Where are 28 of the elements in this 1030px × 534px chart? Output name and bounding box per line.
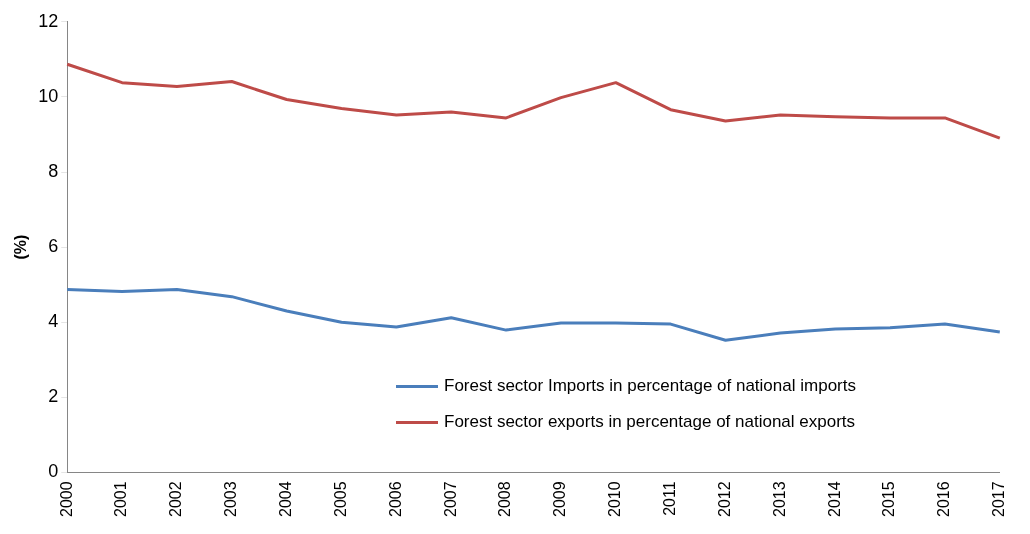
y-tick-label: 8 [48,160,59,181]
y-tick-label: 10 [38,85,59,106]
y-tick-label: 6 [48,236,59,257]
y-axis-title: (%) [12,234,30,260]
x-tick-label: 2004 [277,481,295,517]
x-tick-label: 2009 [551,481,569,517]
x-tick-label: 2001 [112,481,130,517]
x-tick-label: 2000 [57,481,75,517]
x-tick-label: 2005 [331,481,349,517]
y-tick-label: 12 [38,10,59,31]
x-tick-label: 2010 [606,481,624,517]
x-tick-label: 2011 [661,481,679,516]
x-tick-label: 2014 [825,481,843,517]
y-tick-label: 0 [48,461,59,482]
x-tick-label: 2006 [386,481,404,517]
y-tick-label: 2 [48,386,59,407]
x-tick-label: 2002 [167,481,185,517]
legend-label: Forest sector exports in percentage of national exports [444,412,856,432]
x-tick-label: 2013 [770,481,788,517]
x-tick-label: 2016 [935,481,953,517]
x-tick-label: 2003 [222,481,240,517]
x-tick-label: 2017 [990,481,1008,517]
x-tick-label: 2007 [441,481,459,517]
y-tick-label: 4 [48,311,59,332]
x-tick-label: 2008 [496,481,514,517]
x-tick-label: 2012 [715,481,733,517]
legend-label: Forest sector Imports in percentage of national imports [444,376,856,396]
x-tick-label: 2015 [880,481,898,517]
